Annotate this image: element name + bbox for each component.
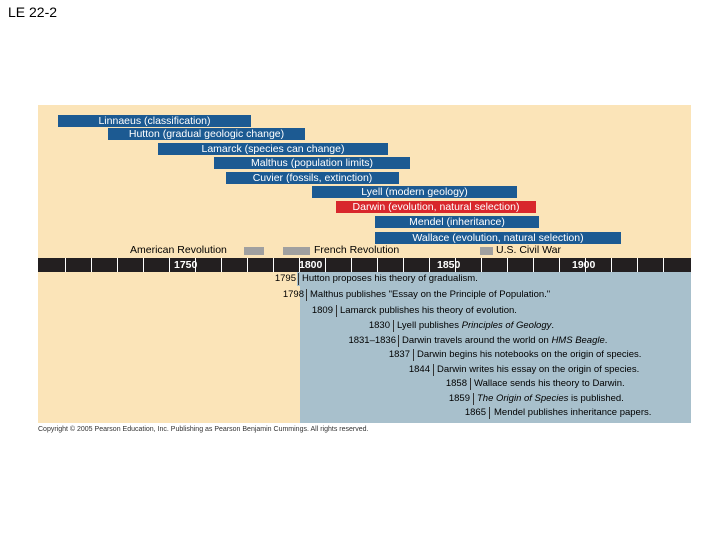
- event-year: 1859: [448, 393, 470, 404]
- event-marker: [393, 320, 394, 332]
- event-text: Darwin begins his notebooks on the origi…: [417, 349, 642, 360]
- axis-tick: [559, 258, 560, 272]
- event-year: 1809: [311, 305, 333, 316]
- event-year: 1830: [368, 320, 390, 331]
- event-year: 1795: [274, 273, 296, 284]
- event-year: 1831–1836: [348, 335, 396, 346]
- event-text: Lamarck publishes his theory of evolutio…: [340, 305, 517, 316]
- axis-tick: [429, 258, 430, 272]
- axis-tick: [221, 258, 222, 272]
- lifespan-bar-darwin: Darwin (evolution, natural selection): [336, 201, 536, 213]
- axis-year-1850: 1850: [437, 259, 461, 271]
- era-label-american-revolution: American Revolution: [130, 244, 227, 256]
- axis-tick: [403, 258, 404, 272]
- event-year: 1837: [388, 349, 410, 360]
- axis-tick: [637, 258, 638, 272]
- event-marker: [336, 305, 337, 317]
- events-panel: [300, 272, 691, 423]
- lifespan-bar-cuvier: Cuvier (fossils, extinction): [226, 172, 399, 184]
- axis-tick: [143, 258, 144, 272]
- event-marker: [413, 349, 414, 361]
- axis-tick: [585, 258, 586, 272]
- event-year: 1844: [408, 364, 430, 375]
- lifespan-bar-linnaeus: Linnaeus (classification): [58, 115, 251, 127]
- event-marker: [473, 393, 474, 405]
- axis-tick: [325, 258, 326, 272]
- event-text: Darwin writes his essay on the origin of…: [437, 364, 640, 375]
- axis-tick: [117, 258, 118, 272]
- event-text: Wallace sends his theory to Darwin.: [474, 378, 625, 389]
- axis-tick: [663, 258, 664, 272]
- event-marker: [398, 335, 399, 347]
- era-bar-french-revolution: [283, 247, 310, 255]
- axis-year-1800: 1800: [299, 259, 323, 271]
- event-marker: [298, 273, 299, 285]
- era-bar-american-revolution: [244, 247, 264, 255]
- axis-tick: [533, 258, 534, 272]
- lifespan-bar-malthus: Malthus (population limits): [214, 157, 410, 169]
- axis-tick: [507, 258, 508, 272]
- copyright-notice: Copyright © 2005 Pearson Education, Inc.…: [38, 426, 369, 433]
- axis-tick: [91, 258, 92, 272]
- axis-tick: [65, 258, 66, 272]
- timeline-axis: 1750 1800 1850 1900: [38, 258, 691, 272]
- axis-year-1750: 1750: [174, 259, 198, 271]
- axis-tick: [351, 258, 352, 272]
- era-bar-civil-war: [480, 247, 493, 255]
- event-year: 1865: [464, 407, 486, 418]
- era-label-french-revolution: French Revolution: [314, 244, 400, 256]
- event-text: Malthus publishes "Essay on the Principl…: [310, 289, 551, 300]
- lifespan-bar-hutton: Hutton (gradual geologic change): [108, 128, 305, 140]
- axis-tick: [247, 258, 248, 272]
- axis-tick: [273, 258, 274, 272]
- axis-tick: [169, 258, 170, 272]
- event-text: The Origin of Species is published.: [477, 393, 624, 404]
- event-text: Lyell publishes Principles of Geology.: [397, 320, 555, 331]
- event-marker: [470, 378, 471, 390]
- event-marker: [433, 364, 434, 376]
- event-year: 1798: [282, 289, 304, 300]
- event-marker: [306, 289, 307, 301]
- axis-tick: [299, 258, 300, 272]
- lifespan-bar-wallace: Wallace (evolution, natural selection): [375, 232, 621, 244]
- axis-tick: [481, 258, 482, 272]
- axis-tick: [377, 258, 378, 272]
- axis-tick: [195, 258, 196, 272]
- slide-title: LE 22-2: [8, 4, 58, 20]
- event-text: Mendel publishes inheritance papers.: [494, 407, 652, 418]
- lifespan-bar-lamarck: Lamarck (species can change): [158, 143, 388, 155]
- lifespan-bar-lyell: Lyell (modern geology): [312, 186, 517, 198]
- axis-tick: [611, 258, 612, 272]
- event-marker: [489, 407, 490, 419]
- event-text: Darwin travels around the world on HMS B…: [402, 335, 608, 346]
- axis-tick: [455, 258, 456, 272]
- axis-year-1900: 1900: [572, 259, 596, 271]
- lifespan-bar-mendel: Mendel (inheritance): [375, 216, 539, 228]
- event-year: 1858: [445, 378, 467, 389]
- event-text: Hutton proposes his theory of gradualism…: [302, 273, 478, 284]
- era-label-civil-war: U.S. Civil War: [496, 244, 561, 256]
